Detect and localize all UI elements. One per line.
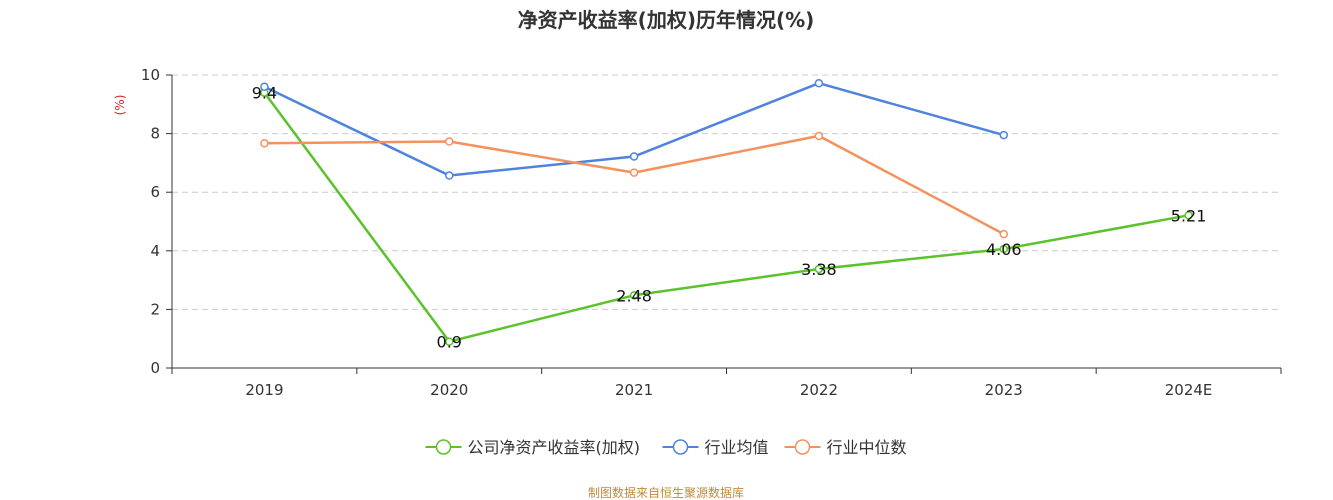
x-tick-label: 2023	[985, 381, 1023, 399]
x-tick-label: 2024E	[1165, 381, 1213, 399]
data-point[interactable]	[445, 337, 454, 346]
data-labels: 9.4 0.9 2.48 3.38 4.06 5.21	[252, 84, 1207, 352]
series-line	[263, 81, 1005, 177]
x-tick-label: 2021	[615, 381, 653, 399]
y-tick-label: 4	[150, 242, 160, 260]
axes: 0 2 4 6 8 10 2019 2020 2021 2022 2023 2024E	[141, 66, 1282, 399]
data-point[interactable]	[999, 130, 1008, 140]
legend-marker-icon	[672, 439, 689, 455]
y-axis-unit-label: (%)	[113, 95, 127, 116]
data-point[interactable]	[999, 244, 1008, 254]
series-lines	[263, 81, 1189, 343]
chart-title: 净资产收益率(加权)历年情况(%)	[518, 8, 815, 32]
y-tick-label: 8	[150, 125, 160, 143]
x-tick-label: 2022	[800, 381, 838, 399]
series-line	[264, 134, 1005, 236]
data-label: 5.21	[1171, 206, 1207, 225]
data-point[interactable]	[445, 137, 454, 146]
legend[interactable]: 公司净资产收益率(加权) 行业均值 行业中位数	[425, 438, 907, 457]
y-tick-label: 2	[150, 300, 160, 318]
data-point[interactable]	[814, 78, 824, 88]
y-tick-label: 6	[150, 183, 160, 201]
legend-item[interactable]: 行业中位数	[784, 438, 907, 457]
grid-lines	[172, 74, 1281, 310]
data-point[interactable]	[999, 229, 1008, 239]
data-point[interactable]	[629, 152, 639, 161]
legend-marker-icon	[435, 439, 452, 455]
legend-label: 行业中位数	[827, 438, 907, 457]
series-points	[260, 78, 1193, 346]
legend-marker-icon	[794, 439, 811, 455]
data-point[interactable]	[814, 264, 824, 274]
legend-item[interactable]: 行业均值	[662, 438, 769, 457]
data-point[interactable]	[260, 82, 269, 91]
legend-label: 公司净资产收益率(加权)	[468, 438, 641, 457]
data-point[interactable]	[445, 171, 454, 180]
data-label: 2.48	[616, 286, 652, 305]
data-point[interactable]	[260, 139, 269, 148]
data-point[interactable]	[1184, 211, 1193, 220]
data-label: 3.38	[801, 260, 837, 279]
data-label: 9.4	[252, 84, 277, 103]
data-label: 0.9	[437, 333, 462, 352]
x-tick-label: 2019	[245, 381, 283, 399]
data-point[interactable]	[629, 291, 639, 300]
data-point[interactable]	[814, 131, 824, 141]
data-source-note: 制图数据来自恒生聚源数据库	[588, 485, 744, 500]
legend-item[interactable]: 公司净资产收益率(加权)	[425, 438, 641, 457]
y-tick-label: 10	[141, 66, 160, 84]
series-line	[263, 91, 1189, 343]
legend-label: 行业均值	[705, 438, 769, 457]
data-label: 4.06	[986, 240, 1022, 259]
data-point[interactable]	[629, 168, 639, 177]
y-tick-label: 0	[150, 359, 160, 377]
x-tick-label: 2020	[430, 381, 468, 399]
